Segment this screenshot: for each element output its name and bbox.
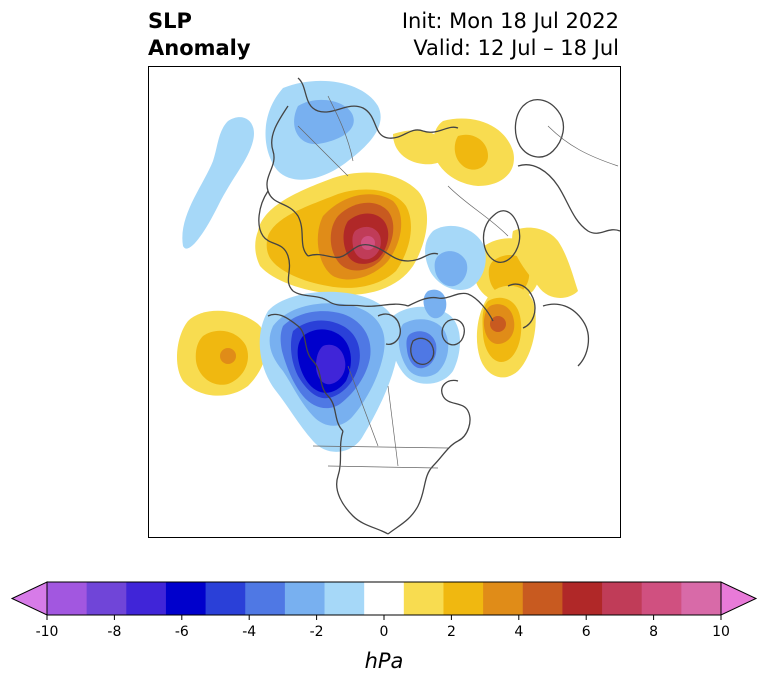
slp-anomaly-map	[148, 66, 621, 538]
colorbar-tick-label: -8	[107, 624, 121, 640]
colorbar-bin	[522, 582, 563, 615]
colorbar-tick-label: 4	[514, 624, 523, 640]
valid-range: Valid: 12 Jul – 18 Jul	[413, 36, 619, 60]
colorbar-tick-label: 0	[380, 624, 389, 640]
colorbar-bin	[681, 582, 722, 615]
init-date: Init: Mon 18 Jul 2022	[401, 9, 619, 33]
colorbar-bin	[165, 582, 207, 615]
coastlines	[258, 77, 621, 535]
colorbar-tick-label: -10	[36, 624, 59, 640]
colorbar-bin	[86, 582, 127, 615]
colorbar-over-triangle	[720, 581, 758, 616]
colorbar-tick-label: -6	[175, 624, 189, 640]
country-borders	[297, 95, 619, 469]
colorbar-tick-label: 10	[712, 624, 730, 640]
colorbar-bin	[324, 582, 365, 615]
colorbar-tick-label: -4	[242, 624, 256, 640]
colorbar-bin	[205, 582, 246, 615]
date-info: Init: Mon 18 Jul 2022 Valid: 12 Jul – 18…	[402, 8, 619, 62]
colorbar-bin	[602, 582, 643, 615]
colorbar-bin	[562, 582, 603, 615]
colorbar-bin	[47, 582, 88, 615]
title-line-1: SLP	[148, 9, 192, 33]
colorbar-ticks: -10 -8 -6 -4 -2 0 2 4 6 8 10	[36, 615, 730, 640]
colorbar-tick-label: 8	[649, 624, 658, 640]
colorbar-bin	[364, 582, 405, 615]
anomaly-shading	[176, 80, 578, 452]
colorbar-tick-label: 6	[582, 624, 591, 640]
colorbar-unit-label: hPa	[365, 649, 404, 673]
title-line-2: Anomaly	[148, 36, 251, 60]
colorbar-bin	[284, 582, 326, 615]
colorbar-bin	[403, 582, 444, 615]
colorbar-bins	[47, 582, 722, 615]
colorbar-tick-label: 2	[447, 624, 456, 640]
colorbar-bin	[245, 582, 286, 615]
colorbar-bin	[443, 582, 484, 615]
colorbar-under-triangle	[10, 581, 48, 616]
colorbar-bin	[126, 582, 167, 615]
map-title: SLP Anomaly	[148, 8, 251, 62]
colorbar: -10 -8 -6 -4 -2 0 2 4 6 8 10 hPa	[10, 581, 758, 673]
colorbar-bin	[483, 582, 524, 615]
colorbar-tick-label: -2	[310, 624, 324, 640]
colorbar-bin	[641, 582, 682, 615]
